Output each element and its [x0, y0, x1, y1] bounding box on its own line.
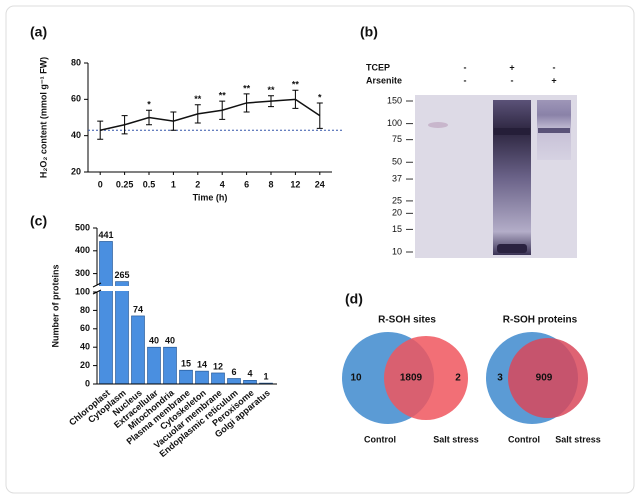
marker-label: 37: [392, 173, 402, 183]
bar: [115, 281, 129, 385]
value-label: 6: [231, 367, 236, 377]
significance-label: **: [267, 85, 275, 95]
treatment-sign: +: [551, 75, 556, 85]
treatment-sign: -: [553, 62, 556, 72]
axis-break: [98, 286, 138, 291]
x-tick-label: 0.5: [143, 179, 156, 189]
x-tick-label: 2: [195, 179, 200, 189]
panel-label: (b): [360, 24, 378, 40]
value-label: 74: [133, 304, 143, 314]
venn-set: [508, 338, 588, 418]
significance-label: **: [194, 94, 202, 104]
x-tick-label: 8: [268, 179, 273, 189]
venn-title: R-SOH proteins: [503, 315, 578, 326]
marker-label: 75: [392, 134, 402, 144]
marker-label: 20: [392, 208, 402, 218]
data-line: [100, 98, 321, 131]
blot-band: [538, 128, 570, 133]
significance-label: **: [292, 80, 300, 90]
significance-label: *: [147, 100, 151, 110]
significance-label: **: [219, 91, 227, 101]
value-label: 4: [247, 369, 252, 379]
y-tick-label: 60: [71, 94, 81, 104]
marker-label: 25: [392, 195, 402, 205]
bar: [99, 241, 113, 385]
y-tick-label: 400: [75, 245, 90, 255]
significance-label: **: [243, 83, 251, 93]
y-axis-label: H₂O₂ content (mmol g⁻¹ FW): [38, 57, 48, 178]
bar: [227, 378, 241, 385]
x-tick-label: 0.25: [116, 179, 134, 189]
value-label: 12: [213, 361, 223, 371]
bar: [163, 346, 177, 385]
treatment-sign: -: [511, 75, 514, 85]
x-tick-label: 12: [290, 179, 300, 189]
y-tick-label: 500: [75, 222, 90, 232]
bar: [243, 380, 257, 385]
value-label: 14: [197, 359, 207, 369]
y-tick-label: 60: [80, 323, 90, 333]
x-tick-label: 24: [315, 179, 325, 189]
panel-label: (a): [30, 24, 47, 40]
marker-label: 50: [392, 157, 402, 167]
y-tick-label: 0: [85, 378, 90, 388]
venn-count: 1809: [400, 373, 423, 384]
set-label: Control: [508, 434, 540, 444]
blot-spot: [428, 122, 448, 128]
y-tick-label: 300: [75, 268, 90, 278]
venn-count: 2: [455, 373, 461, 384]
blot-band: [494, 128, 530, 135]
venn-count: 3: [497, 373, 503, 384]
y-axis-label: Number of proteins: [50, 264, 60, 347]
bar: [147, 346, 161, 385]
venn-set: [384, 336, 468, 420]
treatment-sign: -: [464, 62, 467, 72]
y-tick-label: 20: [80, 360, 90, 370]
marker-label: 15: [392, 224, 402, 234]
bar: [195, 370, 209, 385]
treatment-sign: +: [509, 62, 514, 72]
set-label: Salt stress: [555, 434, 601, 444]
set-label: Control: [364, 434, 396, 444]
venn-title: R-SOH sites: [378, 315, 436, 326]
value-label: 40: [149, 336, 159, 346]
x-tick-label: 1: [171, 179, 176, 189]
value-label: 441: [98, 230, 113, 240]
y-tick-label: 100: [75, 286, 90, 296]
marker-label: 150: [387, 95, 402, 105]
bar: [131, 315, 145, 385]
set-label: Salt stress: [433, 434, 479, 444]
x-axis-label: Time (h): [193, 192, 228, 202]
y-tick-label: 20: [71, 166, 81, 176]
value-label: 1: [263, 371, 268, 381]
significance-label: *: [318, 92, 322, 102]
blot-lane: [493, 100, 531, 255]
value-label: 15: [181, 359, 191, 369]
value-label: 265: [114, 270, 129, 280]
blot-band: [497, 244, 527, 253]
panel-label: (c): [30, 213, 47, 229]
marker-label: 100: [387, 118, 402, 128]
treatment-sign: -: [464, 75, 467, 85]
x-tick-label: 4: [220, 179, 225, 189]
value-label: 40: [165, 336, 175, 346]
bar: [211, 372, 225, 385]
treatment-name: TCEP: [366, 62, 390, 72]
venn-count: 10: [350, 373, 362, 384]
y-tick-label: 80: [80, 305, 90, 315]
x-tick-label: 6: [244, 179, 249, 189]
venn-count: 909: [536, 373, 553, 384]
treatment-name: Arsenite: [366, 75, 402, 85]
x-tick-label: 0: [98, 179, 103, 189]
y-tick-label: 40: [80, 342, 90, 352]
panel-label: (d): [345, 291, 363, 307]
y-tick-label: 80: [71, 57, 81, 67]
marker-label: 10: [392, 246, 402, 256]
error-bar: [316, 102, 323, 129]
bar: [179, 369, 193, 385]
y-tick-label: 40: [71, 130, 81, 140]
